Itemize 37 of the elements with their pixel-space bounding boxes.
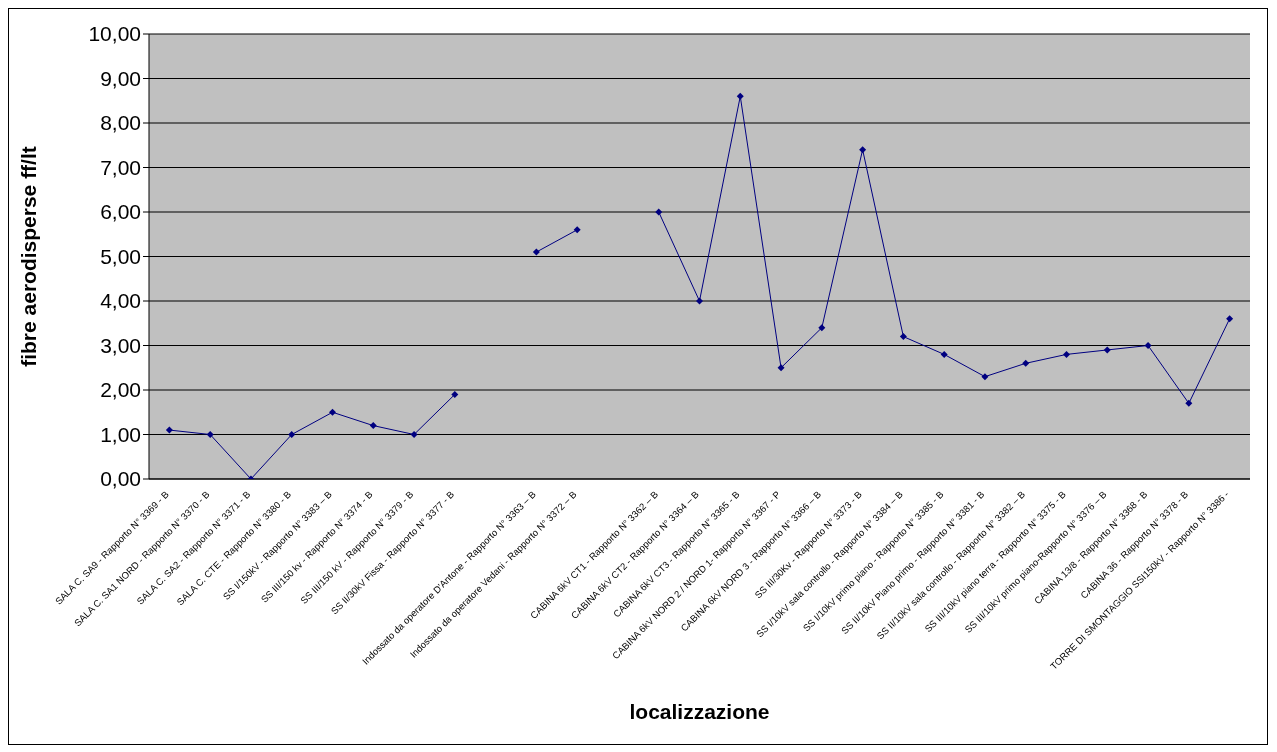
point	[451, 390, 459, 398]
y-tick-label: 4,00	[100, 289, 141, 313]
point	[818, 324, 826, 332]
point	[696, 297, 703, 305]
point	[1226, 315, 1234, 323]
point	[1022, 359, 1030, 367]
y-tick-label: 6,00	[100, 200, 141, 224]
y-tick-label: 2,00	[100, 378, 141, 402]
point	[206, 431, 214, 438]
y-tick-label: 7,00	[100, 155, 141, 179]
y-tick-label: 5,00	[100, 244, 141, 268]
point	[1144, 342, 1152, 349]
point	[1063, 350, 1070, 358]
point	[369, 422, 377, 430]
point	[288, 431, 296, 438]
y-tick-label: 10,00	[88, 22, 141, 46]
point	[410, 431, 418, 438]
y-tick-label: 9,00	[100, 66, 141, 90]
y-tick-label: 8,00	[100, 111, 141, 135]
point	[1103, 346, 1111, 354]
point	[573, 226, 581, 234]
point	[655, 208, 663, 216]
point	[899, 333, 907, 341]
point	[859, 146, 867, 154]
point	[329, 408, 336, 416]
y-axis-title: fibre aerodisperse ff/lt	[17, 146, 41, 367]
y-tick-label: 1,00	[100, 422, 141, 446]
point	[736, 92, 744, 100]
point	[165, 426, 173, 434]
point	[777, 364, 785, 372]
point	[981, 373, 989, 381]
point	[1185, 399, 1193, 407]
y-tick-label: 3,00	[100, 333, 141, 357]
point	[940, 350, 948, 358]
y-tick-label: 0,00	[100, 467, 141, 491]
point	[532, 248, 540, 256]
x-axis-title: localizzazione	[629, 700, 770, 723]
